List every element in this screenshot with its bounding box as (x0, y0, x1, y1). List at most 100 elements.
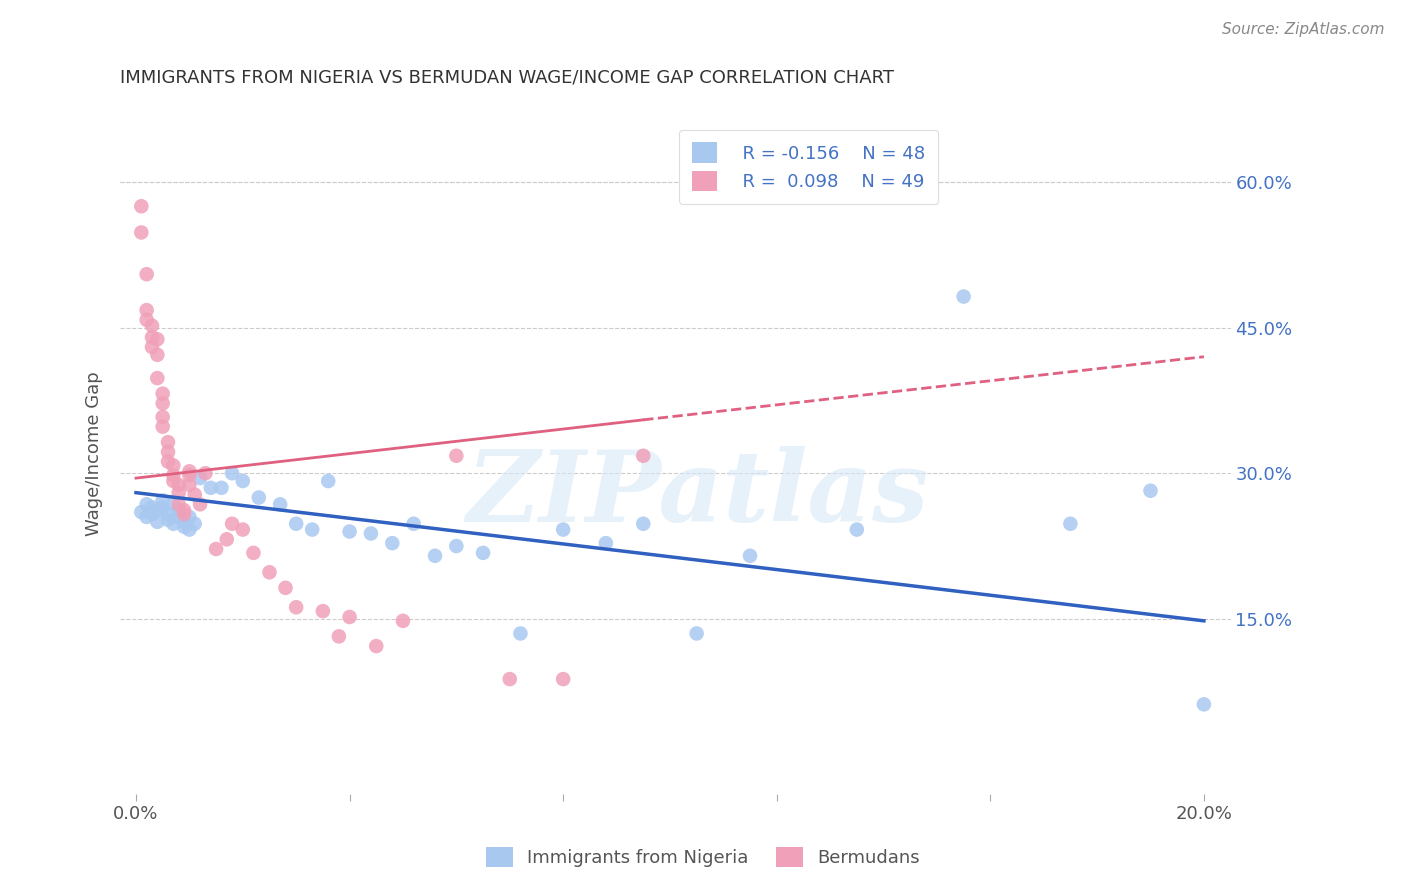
Point (194, 467, 217, 481)
Legend: Immigrants from Nigeria, Bermudans: Immigrants from Nigeria, Bermudans (478, 839, 928, 874)
Point (188, 497, 211, 511)
Point (152, 396, 174, 410)
Point (232, 474, 254, 488)
Point (173, 507, 195, 521)
Point (631, 516, 654, 531)
Point (135, 510, 157, 524)
Point (221, 516, 243, 531)
Point (499, 672, 522, 686)
Point (167, 485, 190, 500)
Point (162, 468, 184, 483)
Point (269, 497, 291, 511)
Point (200, 481, 222, 495)
Text: IMMIGRANTS FROM NIGERIA VS BERMUDAN WAGE/INCOME GAP CORRELATION CHART: IMMIGRANTS FROM NIGERIA VS BERMUDAN WAGE… (120, 69, 894, 87)
Point (162, 516, 184, 531)
Text: Source: ZipAtlas.com: Source: ZipAtlas.com (1222, 22, 1385, 37)
Point (131, 226, 153, 240)
Point (209, 481, 232, 495)
Point (162, 497, 184, 511)
Text: ZIPatlas: ZIPatlas (467, 446, 929, 543)
Point (157, 507, 180, 521)
Point (179, 464, 201, 478)
Point (1139, 483, 1161, 498)
Point (131, 505, 153, 519)
Point (1192, 698, 1215, 712)
Point (167, 510, 190, 524)
Point (472, 546, 495, 560)
Point (423, 549, 446, 563)
Point (595, 536, 617, 550)
Point (152, 386, 174, 401)
Point (845, 523, 868, 537)
Point (221, 467, 243, 481)
Point (188, 471, 211, 485)
Point (259, 566, 281, 580)
Point (553, 523, 575, 537)
Point (402, 516, 425, 531)
Point (146, 348, 169, 362)
Point (316, 474, 339, 488)
Point (135, 303, 157, 318)
Point (952, 289, 974, 303)
Point (146, 332, 169, 346)
Point (285, 516, 308, 531)
Point (152, 500, 174, 515)
Point (631, 449, 654, 463)
Point (553, 672, 575, 686)
Point (285, 600, 308, 615)
Point (360, 526, 382, 541)
Point (135, 497, 157, 511)
Point (157, 435, 180, 450)
Point (162, 474, 184, 488)
Point (146, 503, 169, 517)
Point (179, 468, 201, 483)
Point (135, 313, 157, 327)
Point (152, 409, 174, 424)
Point (146, 371, 169, 385)
Point (179, 478, 201, 492)
Point (167, 503, 190, 517)
Point (215, 533, 238, 547)
Point (685, 626, 707, 640)
Point (446, 539, 468, 553)
Point (141, 340, 163, 354)
Point (157, 513, 180, 527)
Point (339, 524, 361, 539)
Point (301, 523, 323, 537)
Point (167, 478, 190, 492)
Point (173, 515, 195, 529)
Point (366, 639, 388, 653)
Point (274, 581, 297, 595)
Point (157, 454, 180, 468)
Point (152, 493, 174, 508)
Point (152, 419, 174, 434)
Point (339, 610, 361, 624)
Point (179, 510, 201, 524)
Point (242, 546, 264, 560)
Legend:   R = -0.156    N = 48,   R =  0.098    N = 49: R = -0.156 N = 48, R = 0.098 N = 49 (679, 130, 938, 204)
Point (141, 318, 163, 333)
Point (232, 523, 254, 537)
Point (392, 614, 415, 628)
Point (167, 497, 190, 511)
Point (328, 629, 350, 643)
Point (179, 523, 201, 537)
Point (141, 500, 163, 515)
Point (205, 541, 228, 556)
Point (738, 549, 761, 563)
Point (135, 267, 157, 281)
Y-axis label: Wage/Income Gap: Wage/Income Gap (86, 371, 103, 536)
Point (173, 519, 195, 533)
Point (157, 445, 180, 459)
Point (183, 488, 205, 502)
Point (131, 199, 153, 213)
Point (247, 491, 270, 505)
Point (162, 458, 184, 473)
Point (446, 449, 468, 463)
Point (381, 536, 404, 550)
Point (141, 330, 163, 344)
Point (173, 503, 195, 517)
Point (509, 626, 531, 640)
Point (146, 515, 169, 529)
Point (1059, 516, 1081, 531)
